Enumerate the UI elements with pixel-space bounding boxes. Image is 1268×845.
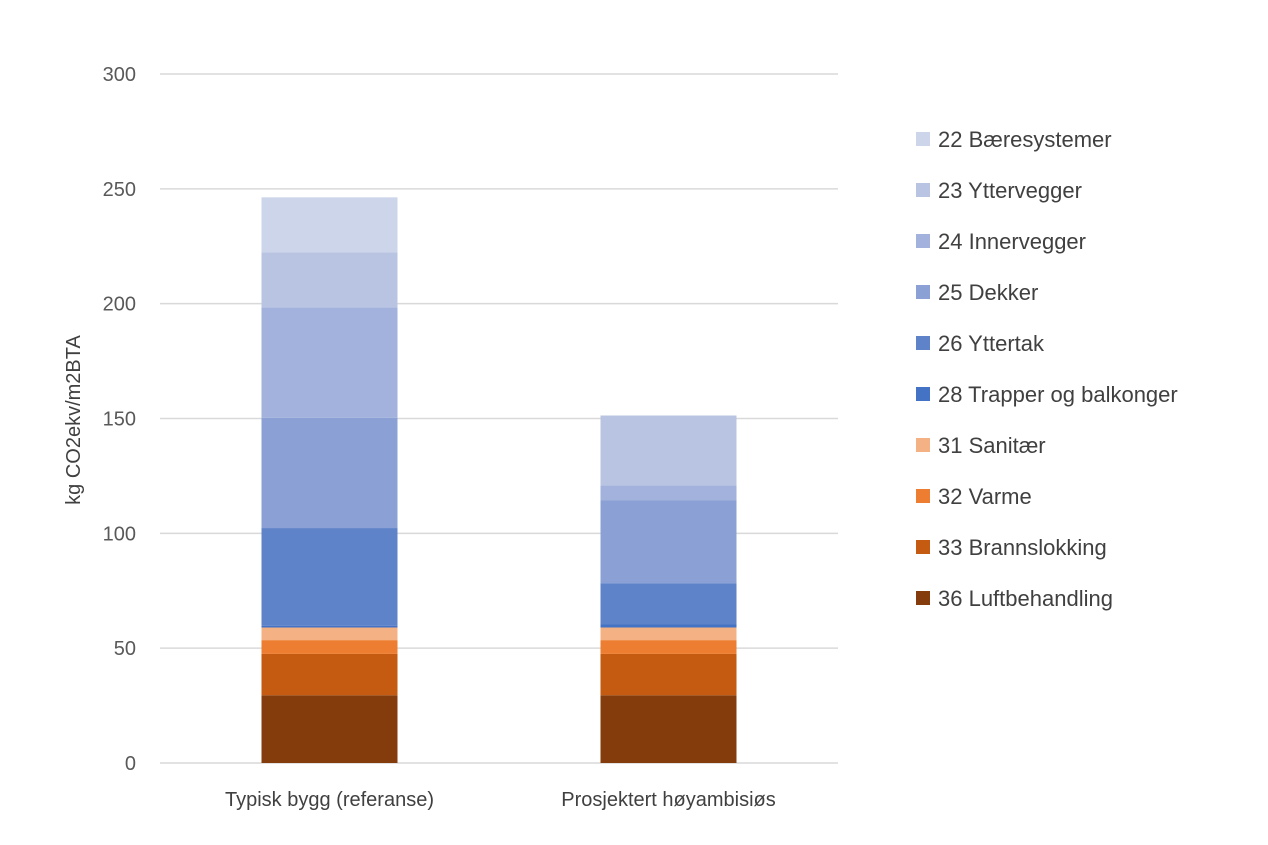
legend-swatch-5 [916,387,930,401]
bar-segment-1-4 [600,624,737,628]
y-tick-label-300: 300 [103,64,136,86]
legend-label-3: 25 Dekker [938,280,1038,305]
bar-segment-1-3 [600,627,737,641]
y-tick-label-250: 250 [103,179,136,201]
legend-swatch-0 [916,132,930,146]
x-category-label-0: Typisk bygg (referanse) [225,789,434,811]
x-category-label-1: Prosjektert høyambisiøs [561,789,776,811]
bar-segment-1-1 [600,653,737,696]
bar-segment-0-6 [261,417,398,529]
legend-label-5: 28 Trapper og balkonger [938,382,1178,407]
bar-segment-1-2 [600,640,737,654]
x-axis-category-labels: Typisk bygg (referanse) Prosjektert høyam… [225,789,776,811]
bar-segment-0-0 [261,695,398,763]
bar-segment-0-2 [261,640,398,654]
legend-swatch-8 [916,540,930,554]
y-axis-title: kg CO2ekv/m2BTA [63,335,85,505]
legend-swatch-1 [916,183,930,197]
legend-label-9: 36 Luftbehandling [938,586,1113,611]
bar-segment-1-6 [600,500,737,584]
bar-segment-0-1 [261,653,398,696]
bar-segment-0-3 [261,627,398,641]
bar-segment-0-8 [261,252,398,308]
bar-segment-1-8 [600,415,737,486]
legend-swatch-2 [916,234,930,248]
legend: 22 Bæresystemer 23 Yttervegger 24 Innerveg… [916,127,1178,611]
y-axis-tick-labels: 0 50 100 150 200 250 300 [103,64,136,775]
bar-segment-1-0 [600,695,737,763]
legend-label-0: 22 Bæresystemer [938,127,1112,152]
bar-segment-0-4 [261,625,398,628]
bar-segment-1-7 [600,485,737,501]
legend-label-7: 32 Varme [938,484,1032,509]
legend-label-8: 33 Brannslokking [938,535,1107,560]
bar-segment-0-9 [261,197,398,253]
y-tick-label-150: 150 [103,409,136,431]
legend-label-6: 31 Sanitær [938,433,1046,458]
legend-label-1: 23 Yttervegger [938,178,1082,203]
bar-segment-0-5 [261,528,398,626]
legend-label-2: 24 Innervegger [938,229,1086,254]
y-tick-label-50: 50 [114,638,136,660]
y-tick-label-100: 100 [103,523,136,545]
legend-swatch-4 [916,336,930,350]
legend-swatch-6 [916,438,930,452]
legend-swatch-9 [916,591,930,605]
y-tick-label-200: 200 [103,294,136,316]
bar-segment-0-7 [261,307,398,418]
legend-swatch-3 [916,285,930,299]
bars [261,197,737,763]
y-tick-label-0: 0 [125,753,136,775]
bar-segment-1-5 [600,583,737,625]
legend-label-4: 26 Yttertak [938,331,1045,356]
legend-swatch-7 [916,489,930,503]
